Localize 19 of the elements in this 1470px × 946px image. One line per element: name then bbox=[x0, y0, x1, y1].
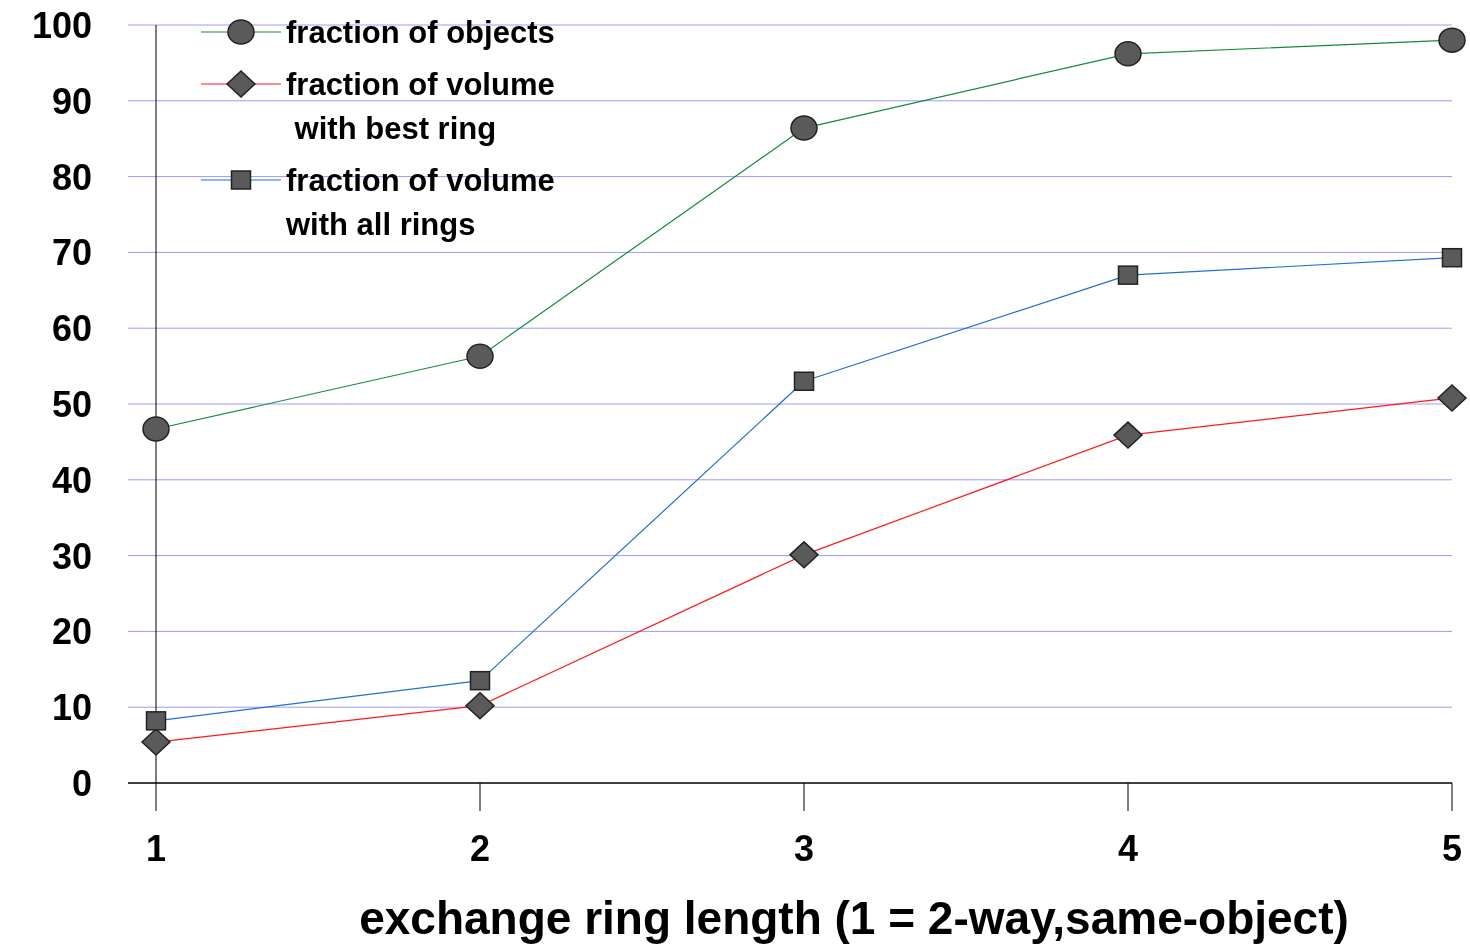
y-tick-label: 40 bbox=[51, 459, 92, 501]
x-tick-label: 2 bbox=[469, 828, 491, 869]
y-tick-label: 60 bbox=[51, 308, 92, 350]
x-tick-label: 1 bbox=[145, 828, 167, 869]
y-tick-label: 100 bbox=[31, 5, 92, 46]
y-tick-label: 30 bbox=[51, 535, 92, 577]
x-tick-label: 3 bbox=[793, 828, 815, 869]
x-tick-label: 5 bbox=[1441, 828, 1463, 869]
y-tick-label: 10 bbox=[51, 687, 92, 729]
y-tick-label: 90 bbox=[51, 80, 92, 122]
y-tick-label: 0 bbox=[71, 763, 92, 804]
legend-label: fraction of objects bbox=[286, 15, 555, 50]
y-tick-label: 20 bbox=[51, 611, 92, 653]
y-tick-label: 80 bbox=[51, 156, 92, 198]
legend-label: fraction of volume with all rings bbox=[285, 163, 555, 242]
x-tick-label: 4 bbox=[1117, 828, 1139, 869]
y-tick-label: 70 bbox=[51, 232, 92, 274]
x-axis-title: exchange ring length (1 = 2-way,same-object) bbox=[359, 892, 1349, 944]
y-tick-label: 50 bbox=[51, 384, 92, 425]
